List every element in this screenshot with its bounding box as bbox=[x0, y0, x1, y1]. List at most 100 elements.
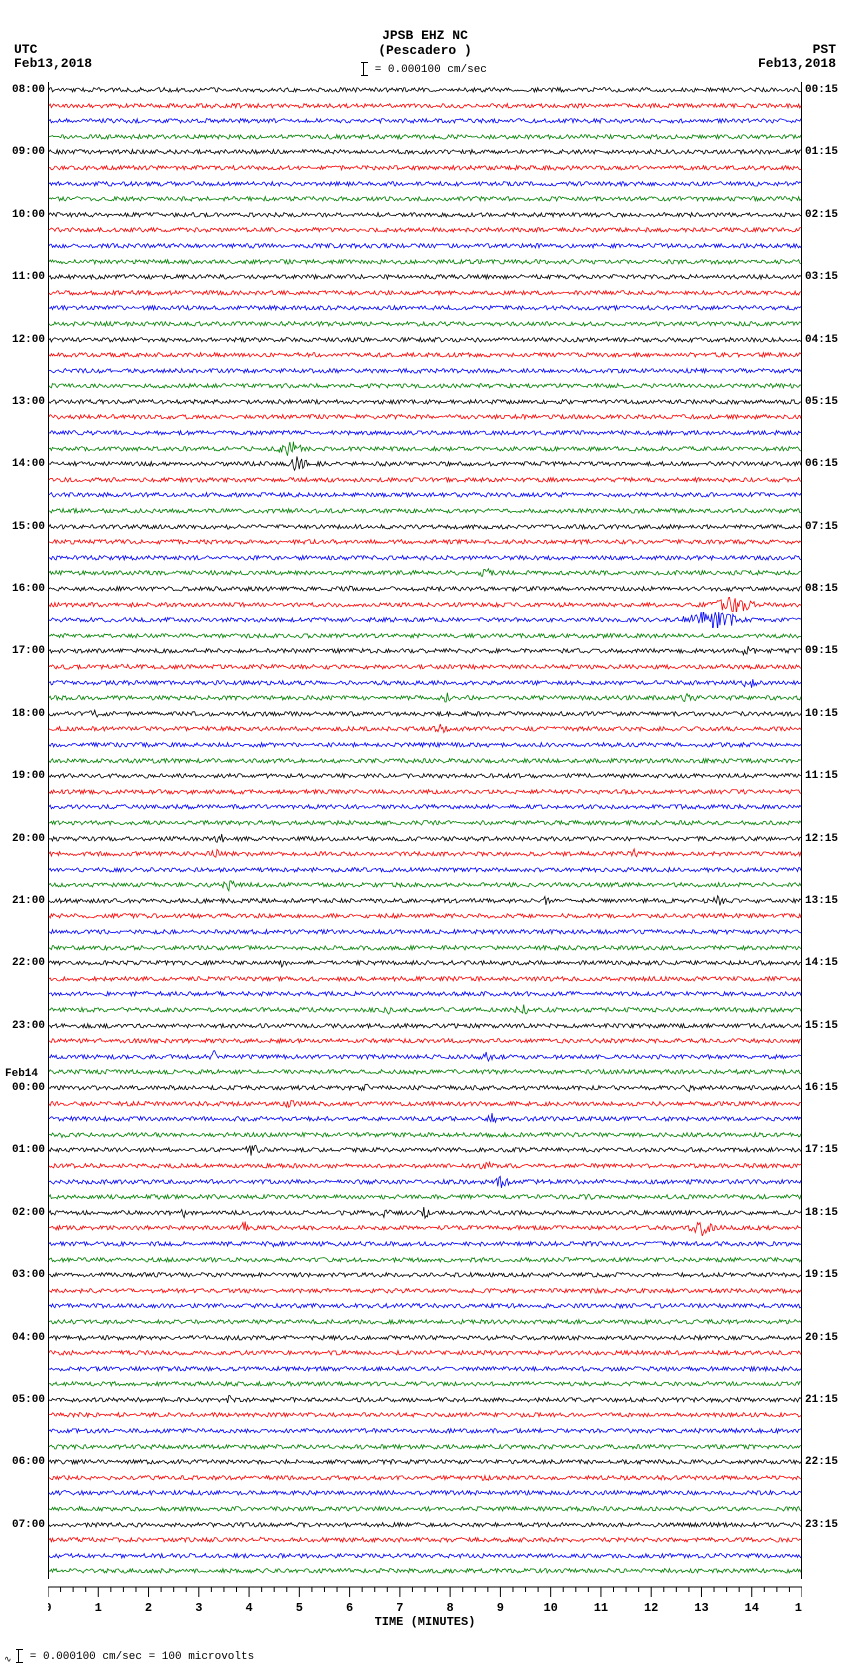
trace-row bbox=[49, 1033, 801, 1049]
utc-time-label: 14:00 bbox=[5, 458, 45, 470]
trace-row bbox=[49, 986, 801, 1002]
pst-time-label: 21:15 bbox=[805, 1394, 845, 1406]
pst-time-label: 22:15 bbox=[805, 1456, 845, 1468]
trace-row bbox=[49, 378, 801, 394]
trace-row bbox=[49, 1345, 801, 1361]
pst-time-label: 13:15 bbox=[805, 895, 845, 907]
trace-row: 05:0021:15 bbox=[49, 1392, 801, 1408]
trace-row: 22:0014:15 bbox=[49, 955, 801, 971]
trace-row bbox=[49, 846, 801, 862]
utc-time-label: 00:00 bbox=[5, 1082, 45, 1094]
pst-time-label: 16:15 bbox=[805, 1082, 845, 1094]
trace-row bbox=[49, 1064, 801, 1080]
helicorder-plot: 08:0000:1509:0001:1510:0002:1511:0003:15… bbox=[0, 82, 850, 1629]
trace-row: 07:0023:15 bbox=[49, 1517, 801, 1533]
trace-row bbox=[49, 940, 801, 956]
utc-time-label: 08:00 bbox=[5, 84, 45, 96]
trace-row: 00:0016:15Feb14 bbox=[49, 1080, 801, 1096]
utc-time-label: 01:00 bbox=[5, 1144, 45, 1156]
trace-row bbox=[49, 191, 801, 207]
trace-row bbox=[49, 363, 801, 379]
utc-time-label: 04:00 bbox=[5, 1332, 45, 1344]
utc-time-label: 22:00 bbox=[5, 957, 45, 969]
footer-scale: ∿ = 0.000100 cm/sec = 100 microvolts bbox=[0, 1629, 850, 1675]
trace-row bbox=[49, 472, 801, 488]
trace-row bbox=[49, 1127, 801, 1143]
trace-row bbox=[49, 1314, 801, 1330]
trace-row bbox=[49, 1485, 801, 1501]
trace-row: 17:0009:15 bbox=[49, 643, 801, 659]
trace-row bbox=[49, 908, 801, 924]
trace-row bbox=[49, 1439, 801, 1455]
tz-right-label: PST bbox=[813, 42, 836, 57]
pst-time-label: 04:15 bbox=[805, 334, 845, 346]
utc-time-label: 02:00 bbox=[5, 1207, 45, 1219]
trace-row: 02:0018:15 bbox=[49, 1205, 801, 1221]
trace-row bbox=[49, 441, 801, 457]
pst-time-label: 19:15 bbox=[805, 1269, 845, 1281]
trace-row bbox=[49, 425, 801, 441]
trace-row bbox=[49, 659, 801, 675]
trace-row bbox=[49, 254, 801, 270]
pst-time-label: 12:15 bbox=[805, 833, 845, 845]
trace-row bbox=[49, 503, 801, 519]
trace-row bbox=[49, 815, 801, 831]
utc-time-label: 03:00 bbox=[5, 1269, 45, 1281]
trace-row: 15:0007:15 bbox=[49, 519, 801, 535]
utc-time-label: 13:00 bbox=[5, 396, 45, 408]
utc-time-label: 19:00 bbox=[5, 770, 45, 782]
trace-row bbox=[49, 1189, 801, 1205]
trace-row bbox=[49, 971, 801, 987]
trace-row bbox=[49, 534, 801, 550]
pst-time-label: 11:15 bbox=[805, 770, 845, 782]
trace-row: 11:0003:15 bbox=[49, 269, 801, 285]
trace-row bbox=[49, 285, 801, 301]
trace-row: 21:0013:15 bbox=[49, 893, 801, 909]
trace-row: 14:0006:15 bbox=[49, 456, 801, 472]
trace-row bbox=[49, 612, 801, 628]
utc-time-label: 05:00 bbox=[5, 1394, 45, 1406]
utc-time-label: 07:00 bbox=[5, 1519, 45, 1531]
date-change-label: Feb14 bbox=[5, 1068, 45, 1080]
utc-time-label: 11:00 bbox=[5, 271, 45, 283]
station-title: JPSB EHZ NC bbox=[0, 0, 850, 43]
utc-time-label: 06:00 bbox=[5, 1456, 45, 1468]
trace-row bbox=[49, 690, 801, 706]
trace-row bbox=[49, 753, 801, 769]
pst-time-label: 00:15 bbox=[805, 84, 845, 96]
pst-time-label: 17:15 bbox=[805, 1144, 845, 1156]
trace-row bbox=[49, 1220, 801, 1236]
date-right-label: Feb13,2018 bbox=[758, 56, 836, 71]
utc-time-label: 20:00 bbox=[5, 833, 45, 845]
trace-area: 08:0000:1509:0001:1510:0002:1511:0003:15… bbox=[48, 82, 802, 1579]
pst-time-label: 08:15 bbox=[805, 583, 845, 595]
pst-time-label: 14:15 bbox=[805, 957, 845, 969]
trace-row bbox=[49, 1501, 801, 1517]
trace-row bbox=[49, 721, 801, 737]
trace-row: 19:0011:15 bbox=[49, 768, 801, 784]
utc-time-label: 16:00 bbox=[5, 583, 45, 595]
trace-row: 04:0020:15 bbox=[49, 1330, 801, 1346]
trace-row bbox=[49, 565, 801, 581]
trace-row bbox=[49, 409, 801, 425]
trace-row bbox=[49, 1111, 801, 1127]
trace-row bbox=[49, 1283, 801, 1299]
trace-row bbox=[49, 1002, 801, 1018]
trace-row bbox=[49, 1236, 801, 1252]
trace-row: 16:0008:15 bbox=[49, 581, 801, 597]
trace-row bbox=[49, 1423, 801, 1439]
trace-row bbox=[49, 1158, 801, 1174]
trace-row: 03:0019:15 bbox=[49, 1267, 801, 1283]
trace-row: 12:0004:15 bbox=[49, 332, 801, 348]
pst-time-label: 10:15 bbox=[805, 708, 845, 720]
utc-time-label: 17:00 bbox=[5, 645, 45, 657]
utc-time-label: 15:00 bbox=[5, 521, 45, 533]
trace-row bbox=[49, 862, 801, 878]
trace-row bbox=[49, 1096, 801, 1112]
trace-row bbox=[49, 176, 801, 192]
utc-time-label: 21:00 bbox=[5, 895, 45, 907]
header-scale-text: = 0.000100 cm/sec bbox=[375, 64, 487, 76]
trace-row bbox=[49, 550, 801, 566]
trace-row: 10:0002:15 bbox=[49, 207, 801, 223]
x-axis: 0123456789101112131415 bbox=[48, 1583, 802, 1623]
